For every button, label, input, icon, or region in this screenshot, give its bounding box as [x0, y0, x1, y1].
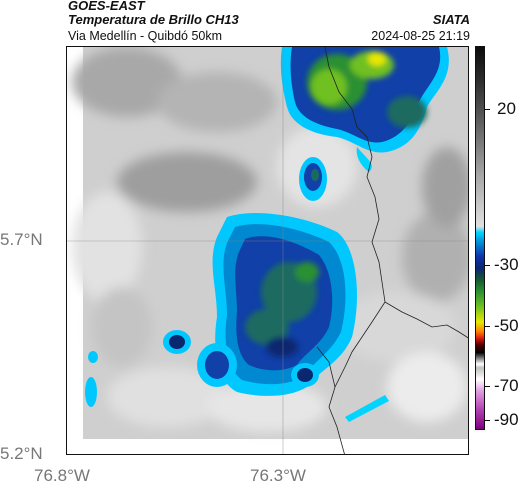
colorbar-label-minus-50: -50: [494, 316, 519, 335]
colorbar-label-minus-70: -70: [494, 376, 519, 395]
colorbar-tick: [485, 420, 490, 421]
lat-label-5-2: 5.2°N: [0, 444, 43, 463]
timestamp-label: 2024-08-25 21:19: [371, 29, 470, 43]
political-borders: [316, 47, 468, 454]
map-title: Temperatura de Brillo CH13: [68, 12, 239, 27]
convective-cloud-north: [280, 47, 449, 153]
lat-label-5-7: 5.7°N: [0, 230, 43, 249]
colorbar-label-minus-90: -90: [494, 410, 519, 429]
lon-label-76-8: 76.8°W: [34, 466, 90, 485]
route-subtitle: Via Medellín - Quibdó 50km: [68, 29, 223, 43]
product-title: GOES-EAST: [68, 0, 145, 13]
convective-cloud-central: [212, 212, 357, 396]
satellite-map[interactable]: [66, 46, 469, 455]
colorbar-tick: [485, 109, 490, 110]
lon-label-76-3: 76.3°W: [250, 466, 306, 485]
convective-cloud-small-cells: [85, 147, 389, 422]
temperature-colorbar: [475, 46, 485, 430]
organization-label: SIATA: [432, 12, 470, 27]
colorbar-tick: [485, 386, 490, 387]
colorbar-tick: [485, 265, 490, 266]
colorbar-label-minus-30: -30: [494, 255, 519, 274]
graticule: [67, 47, 468, 454]
satellite-image: [67, 47, 468, 454]
colorbar-tick: [485, 326, 490, 327]
colorbar-label-20: 20: [497, 99, 516, 118]
